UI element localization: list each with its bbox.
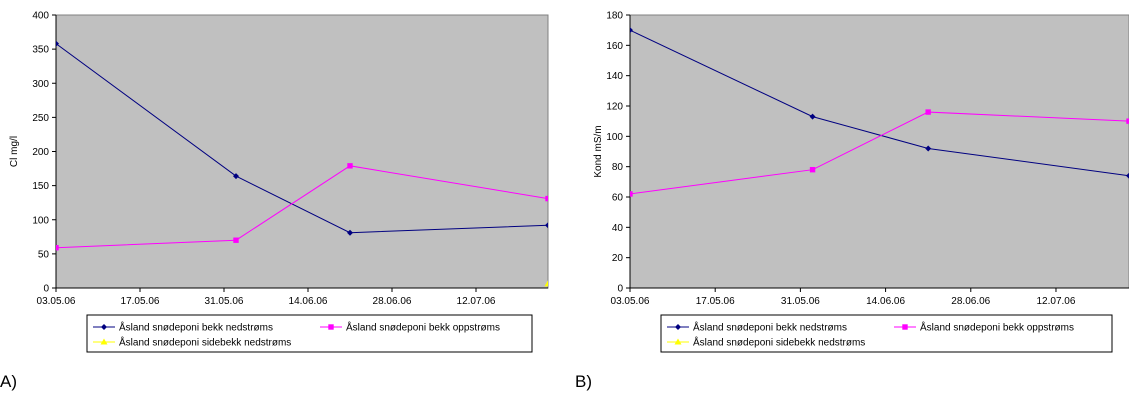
x-tick-label: 28.06.06 — [373, 296, 412, 307]
x-tick-label: 12.07.06 — [1037, 296, 1076, 307]
legend-label: Åsland snødeponi bekk nedstrøms — [693, 321, 847, 334]
x-tick-label: 17.05.06 — [696, 296, 735, 307]
y-tick-label: 400 — [32, 11, 49, 22]
x-tick-label: 31.05.06 — [205, 296, 244, 307]
legend-marker — [101, 324, 107, 330]
y-tick-label: 140 — [606, 71, 623, 82]
x-tick-label: 17.05.06 — [121, 296, 160, 307]
chart-panel-b: 0 20 40 60 80 100 120 140 160 180 03.05.06 17.05.06… — [575, 11, 1129, 391]
y-tick-label: 100 — [606, 132, 623, 143]
data-point — [809, 113, 816, 120]
legend-marker — [328, 324, 334, 330]
y-tick-label: 350 — [32, 45, 49, 56]
data-point — [1126, 118, 1129, 124]
data-point — [630, 27, 633, 34]
y-tick-label: 50 — [38, 249, 50, 260]
data-point — [233, 237, 239, 243]
y-tick-label: 200 — [32, 147, 49, 158]
y-tick-label: 100 — [32, 215, 49, 226]
data-point — [56, 40, 59, 47]
panel-label: A) — [0, 372, 17, 391]
data-point — [545, 222, 548, 229]
x-tick-label: 31.05.06 — [781, 296, 820, 307]
y-tick-label: 120 — [606, 102, 623, 113]
y-tick-label: 250 — [32, 113, 49, 124]
data-point — [545, 195, 548, 202]
x-tick-label: 03.05.06 — [37, 296, 76, 307]
y-axis-title: Cl mg/l — [9, 136, 20, 167]
legend-label: Åsland snødeponi bekk oppstrøms — [346, 321, 500, 334]
y-tick-label: 300 — [32, 79, 49, 90]
series-line-1 — [630, 111, 1129, 195]
legend-label: Åsland snødeponi sidebekk nedstrøms — [693, 336, 865, 349]
y-tick-label: 60 — [612, 193, 624, 204]
series-group — [630, 27, 1129, 197]
chart-panel-a: 0 50 100 150 200 250 300 350 400 03.05.06 17.05.06… — [0, 11, 549, 391]
y-tick-label: 0 — [43, 284, 49, 295]
data-point — [925, 109, 931, 115]
x-tick-label: 28.06.06 — [951, 296, 990, 307]
series-group — [56, 40, 548, 287]
legend-marker — [902, 324, 908, 330]
x-tick-label: 14.06.06 — [289, 296, 328, 307]
y-tick-label: 20 — [612, 253, 624, 264]
plot-area — [629, 14, 1129, 289]
data-point — [233, 173, 239, 180]
y-tick-label: 180 — [606, 11, 623, 22]
series-line-0 — [630, 29, 1129, 177]
legend-box — [86, 314, 533, 353]
data-point — [347, 163, 353, 169]
data-point — [630, 191, 633, 197]
data-point — [925, 145, 932, 152]
y-tick-label: 160 — [606, 41, 623, 52]
x-tick-label: 14.06.06 — [866, 296, 905, 307]
series-line-1 — [56, 165, 548, 249]
y-tick-label: 80 — [612, 162, 624, 173]
y-axis-title: Kond mS/m — [593, 125, 604, 177]
legend-label: Åsland snødeponi bekk oppstrøms — [920, 321, 1074, 334]
plot-area — [55, 14, 549, 289]
legend-marker — [100, 338, 108, 345]
data-point — [1126, 172, 1129, 179]
series-line-0 — [56, 43, 548, 234]
legend-label: Åsland snødeponi sidebekk nedstrøms — [119, 336, 291, 349]
legend-marker — [674, 338, 682, 345]
x-tick-label: 03.05.06 — [611, 296, 650, 307]
data-point — [347, 229, 353, 236]
legend-label: Åsland snødeponi bekk nedstrøms — [119, 321, 273, 334]
data-point — [56, 245, 59, 251]
y-tick-label: 150 — [32, 181, 49, 192]
y-tick-label: 0 — [617, 284, 623, 295]
panel-label: B) — [575, 372, 592, 391]
x-tick-label: 12.07.06 — [457, 296, 496, 307]
data-point — [809, 167, 816, 173]
legend-box — [660, 314, 1113, 353]
data-point — [544, 280, 548, 287]
legend-marker — [675, 324, 681, 330]
y-tick-label: 40 — [612, 223, 624, 234]
